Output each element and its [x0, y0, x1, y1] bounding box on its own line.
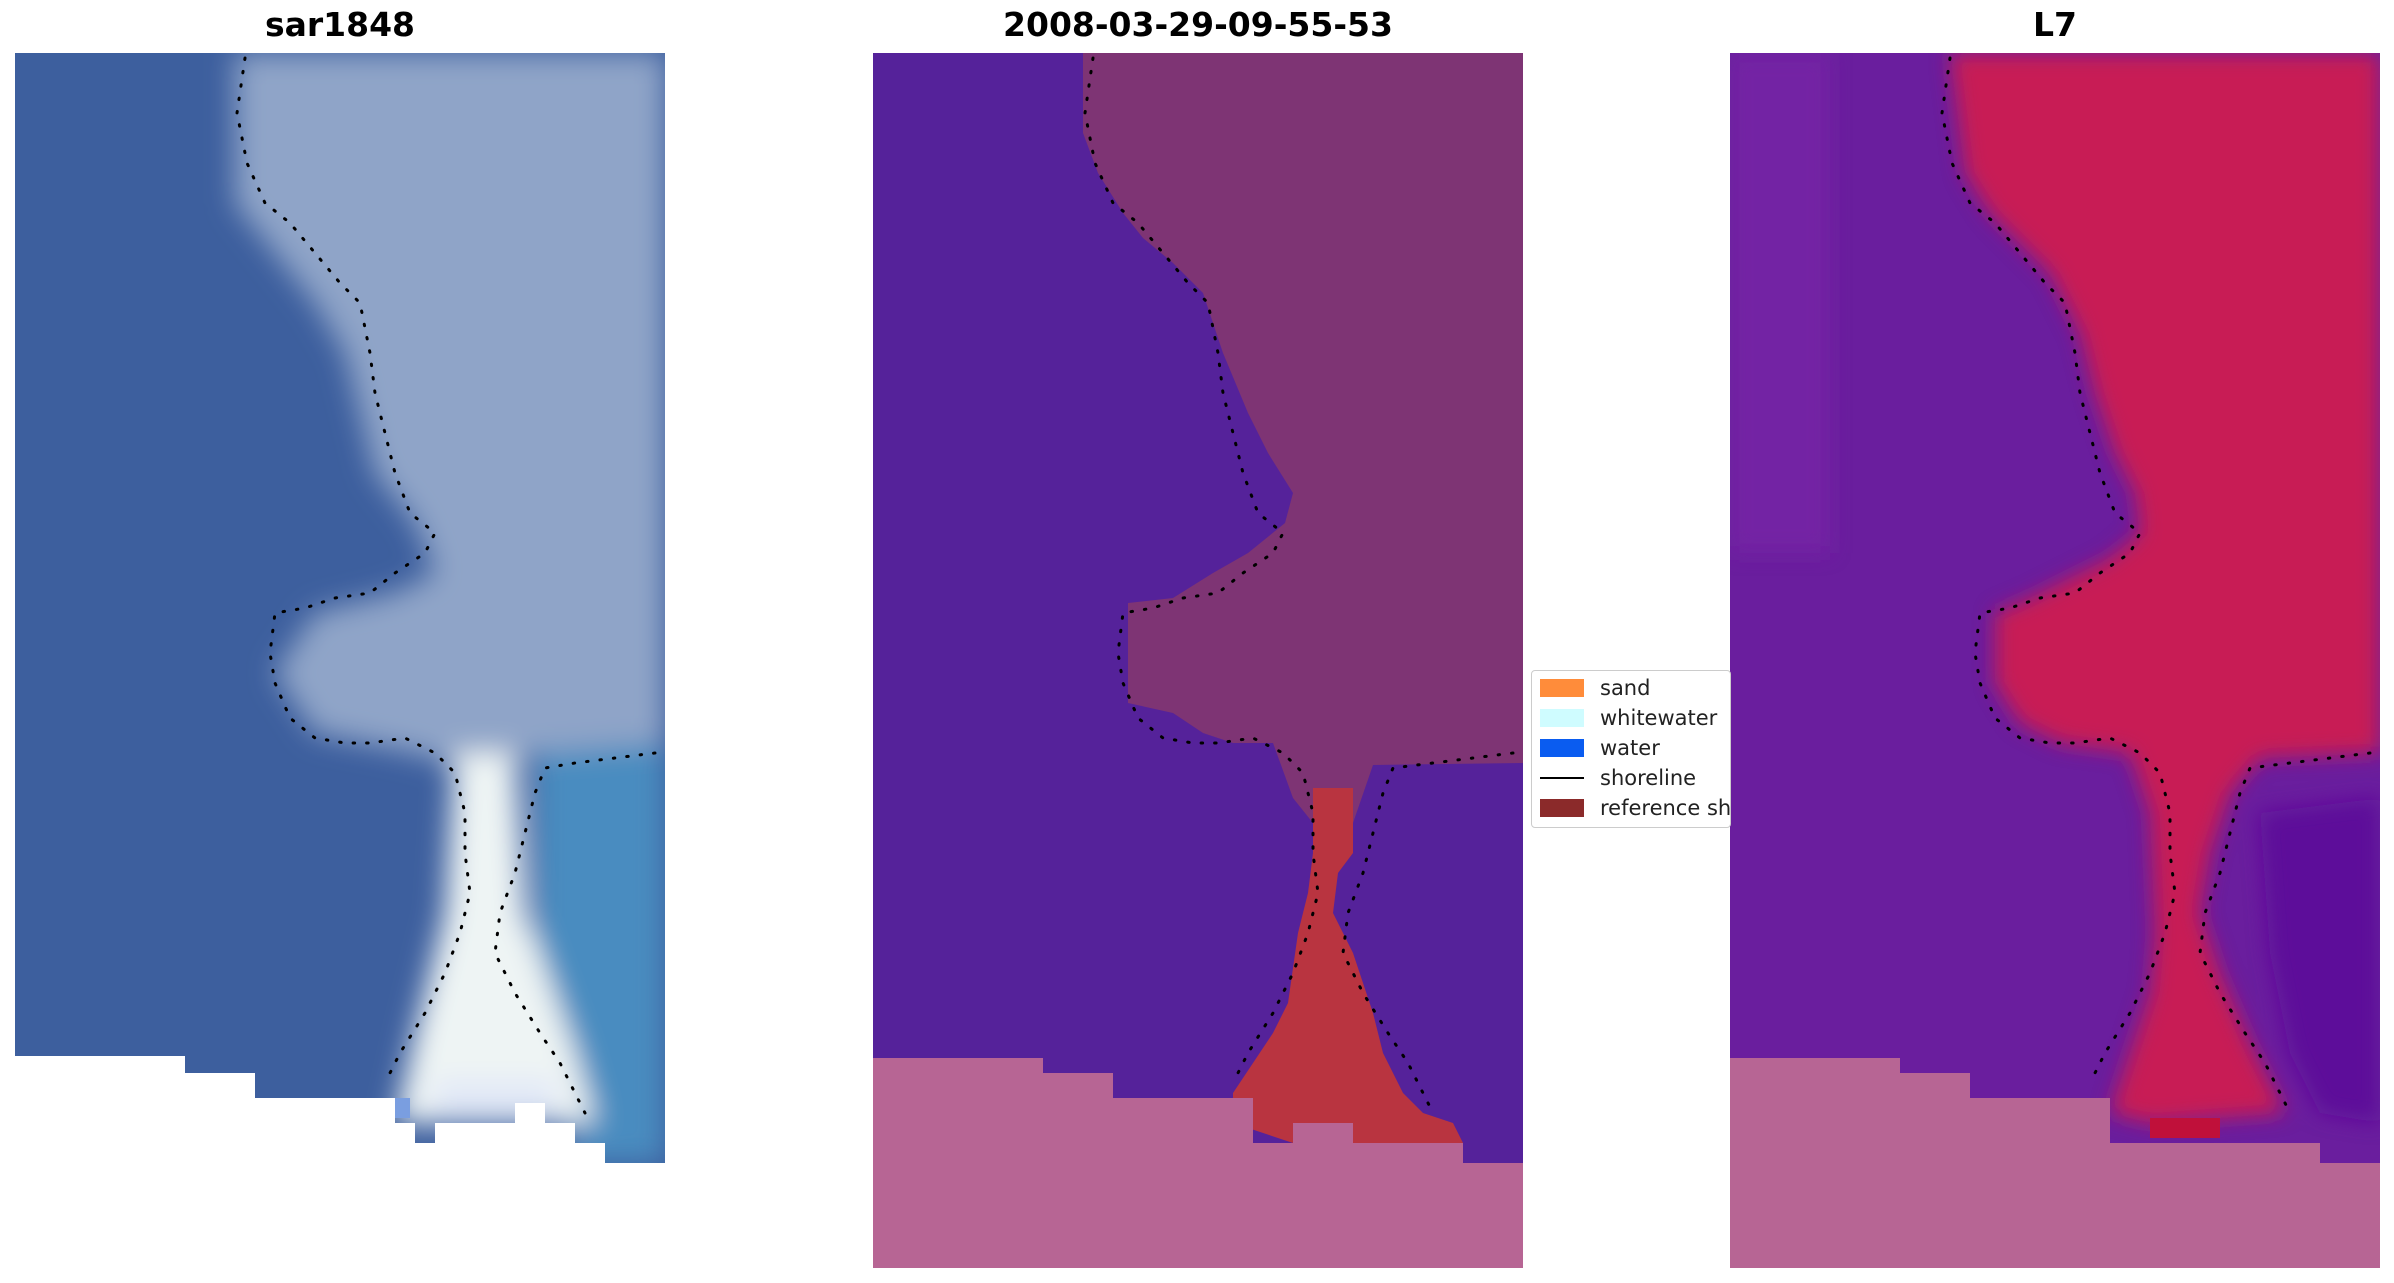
class-land: [1083, 53, 1523, 823]
panel-title-rgb: sar1848: [264, 5, 416, 44]
panel-index: L7: [1730, 5, 2380, 1268]
legend-swatch-sand: [1540, 679, 1584, 697]
index-land: [1950, 53, 2380, 1123]
panel-rgb: sar1848: [15, 5, 665, 1268]
legend: sand whitewater water shoreline referenc…: [1531, 670, 1731, 828]
class-buffer: [1233, 788, 1463, 1143]
legend-label: water: [1600, 736, 1660, 760]
legend-item-water: water: [1540, 735, 1660, 761]
legend-label: sand: [1600, 676, 1651, 700]
legend-label: shoreline: [1600, 766, 1697, 790]
index-nodata: [1730, 1058, 2380, 1268]
legend-swatch-whitewater: [1540, 709, 1584, 727]
legend-swatch-water: [1540, 739, 1584, 757]
panel-classified: 2008-03-29-09-55-53: [873, 5, 1523, 1268]
legend-item-sand: sand: [1540, 675, 1650, 701]
legend-item-shoreline: shoreline: [1540, 765, 1696, 791]
rgb-shoreline: [235, 56, 657, 1115]
legend-swatch-reference-buffer: [1540, 799, 1584, 817]
rgb-image: [15, 53, 665, 1163]
panel-title-index: L7: [2033, 5, 2077, 44]
index-image: [1730, 53, 2380, 1268]
panel-title-classified: 2008-03-29-09-55-53: [1003, 5, 1393, 44]
classified-image: [873, 53, 1523, 1268]
legend-item-whitewater: whitewater: [1540, 705, 1717, 731]
legend-item-reference-buffer: reference shoreline buffer: [1540, 795, 1731, 821]
class-nodata: [873, 1058, 1523, 1268]
rgb-land: [235, 53, 665, 773]
rgb-whitewater: [395, 753, 595, 1123]
legend-label: reference shoreline buffer: [1600, 796, 1731, 820]
legend-line-shoreline: [1540, 777, 1584, 779]
legend-label: whitewater: [1600, 706, 1718, 730]
